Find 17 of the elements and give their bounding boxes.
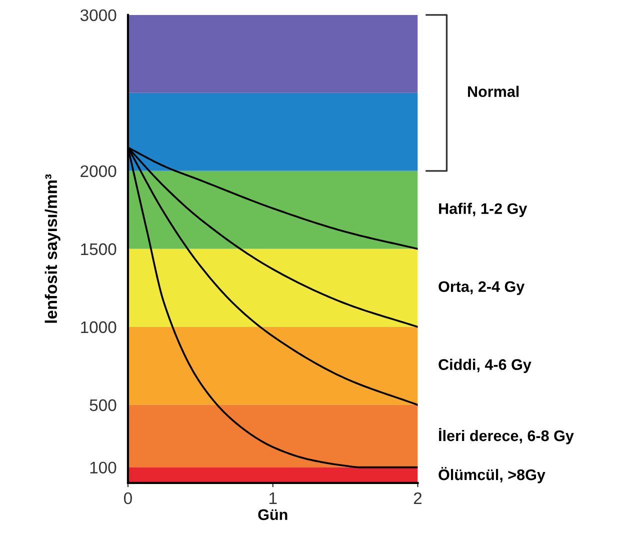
- band-label: İleri derece, 6-8 Gy: [439, 428, 574, 444]
- y-tick-label: 500: [90, 399, 116, 412]
- y-tick-label: 3000: [80, 9, 116, 22]
- x-tick-label: 2: [414, 492, 422, 504]
- band-label: Hafif, 1-2 Gy: [439, 202, 528, 218]
- y-tick-label: 100: [90, 462, 116, 474]
- text: Normal: [468, 86, 519, 98]
- y-axis-title: lenfosit sayısı/mm³: [44, 174, 60, 323]
- band-label: Orta, 2-4 Gy: [438, 281, 525, 296]
- y-tick-label: 1500: [81, 243, 116, 256]
- y-tick-label: 1000: [81, 321, 116, 334]
- x-axis-title: Gün: [258, 509, 288, 520]
- band-label: Ciddi, 4-6 Gy: [438, 358, 532, 374]
- band-label: Ölümcül, >8Gy: [438, 466, 546, 484]
- x-tick-label: 1: [270, 492, 277, 504]
- y-tick-label: 2000: [80, 165, 116, 178]
- x-tick-label: 0: [124, 492, 132, 504]
